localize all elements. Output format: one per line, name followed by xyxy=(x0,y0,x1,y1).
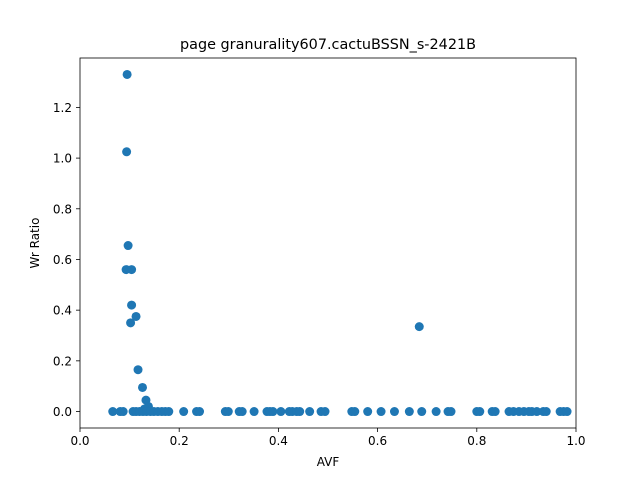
data-point xyxy=(389,407,399,417)
data-point xyxy=(376,407,386,417)
x-tick-label: 0.4 xyxy=(269,434,288,448)
data-point xyxy=(268,407,278,417)
x-tick-label: 0.2 xyxy=(170,434,189,448)
y-tick-label: 0.8 xyxy=(53,202,72,216)
y-tick-label: 0.2 xyxy=(53,354,72,368)
data-point xyxy=(532,407,542,417)
data-point xyxy=(127,265,137,275)
x-tick-label: 0.6 xyxy=(368,434,387,448)
data-point xyxy=(446,407,456,417)
data-point xyxy=(164,407,174,417)
data-point xyxy=(363,407,373,417)
points-layer xyxy=(108,69,572,417)
data-point xyxy=(123,241,133,251)
x-axis-ticks: 0.0 0.2 0.4 0.6 0.8 1.0 xyxy=(70,428,586,448)
data-point xyxy=(179,407,189,417)
y-tick-label: 1.0 xyxy=(53,152,72,166)
data-point xyxy=(320,407,330,417)
data-point xyxy=(350,407,360,417)
data-point xyxy=(475,407,485,417)
data-point xyxy=(431,407,441,417)
y-axis-ticks: 0.0 0.2 0.4 0.6 0.8 1.0 1.2 xyxy=(53,101,80,419)
data-point xyxy=(122,69,132,79)
data-point xyxy=(562,407,572,417)
x-tick-label: 0.0 xyxy=(70,434,89,448)
y-tick-label: 0.4 xyxy=(53,304,72,318)
data-point xyxy=(305,407,315,417)
y-tick-label: 1.2 xyxy=(53,101,72,115)
data-point xyxy=(249,407,259,417)
x-axis-label: AVF xyxy=(317,455,340,469)
plot-area xyxy=(80,58,576,428)
axes-frame xyxy=(79,57,577,429)
y-tick-label: 0.0 xyxy=(53,405,72,419)
data-point xyxy=(138,382,147,392)
data-point xyxy=(118,407,128,417)
data-point xyxy=(276,407,286,417)
data-point xyxy=(122,147,132,157)
data-point xyxy=(108,407,118,417)
data-point xyxy=(490,407,500,417)
x-tick-label: 0.8 xyxy=(467,434,486,448)
x-tick-label: 1.0 xyxy=(566,434,585,448)
data-point xyxy=(237,407,247,417)
y-tick-label: 0.6 xyxy=(53,253,72,267)
chart-title: page granurality607.cactuBSSN_s-2421B xyxy=(180,37,476,53)
data-point xyxy=(417,407,427,417)
data-point xyxy=(295,407,305,417)
data-point xyxy=(404,407,414,417)
y-axis-label: Wr Ratio xyxy=(28,218,42,269)
data-point xyxy=(541,407,551,417)
data-point xyxy=(131,311,141,321)
data-point xyxy=(414,322,424,332)
data-point xyxy=(133,365,143,375)
data-point xyxy=(223,407,233,417)
data-point xyxy=(195,407,205,417)
data-point xyxy=(126,318,136,328)
data-point xyxy=(127,300,137,310)
